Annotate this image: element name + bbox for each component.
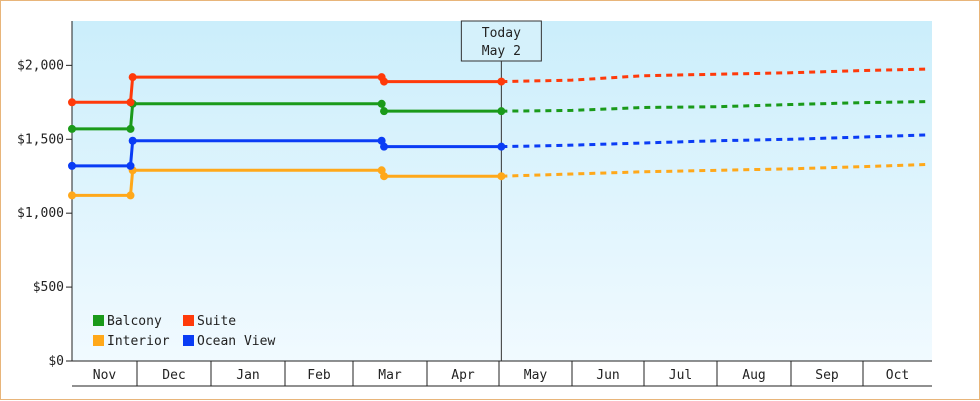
y-tick-label: $1,000 (17, 206, 64, 221)
data-point-balcony (380, 107, 389, 116)
x-tick-label: Nov (93, 368, 117, 383)
data-point-ocean-view (68, 161, 76, 170)
series-line-suite (72, 75, 502, 104)
data-point-ocean-view (128, 136, 137, 145)
y-tick-label: $2,000 (17, 58, 64, 73)
y-tick-label: $0 (48, 354, 64, 369)
today-label-line2: May 2 (482, 44, 521, 59)
today-label-box (460, 20, 542, 62)
today-label-line1: Today (482, 26, 521, 41)
series-line-balcony (72, 102, 502, 131)
x-tick-label: Apr (451, 368, 475, 383)
legend-label-ocean-view: Ocean View (197, 334, 275, 349)
forecast-line-ocean-view (501, 133, 930, 149)
y-tick-label: $500 (33, 280, 64, 295)
series-line-ocean-view (72, 139, 502, 168)
legend: Balcony Suite Interior Ocean View (93, 314, 275, 349)
x-tick-label: Jul (669, 368, 692, 383)
series-suite (68, 67, 930, 107)
legend-swatch-ocean-view (183, 335, 194, 346)
data-point-interior (68, 191, 76, 200)
data-point-suite (380, 77, 389, 86)
forecast-line-suite (501, 67, 930, 84)
forecast-line-interior (501, 162, 930, 178)
x-tick-label: Sep (815, 368, 839, 383)
data-point-interior (380, 172, 389, 181)
series-ocean-view (68, 133, 930, 170)
legend-item-balcony: Balcony (93, 314, 162, 329)
legend-swatch-interior (93, 335, 104, 346)
x-tick-label: Jan (236, 368, 259, 383)
data-point-balcony (377, 99, 386, 108)
x-tick-label: Jun (596, 368, 619, 383)
legend-swatch-suite (183, 315, 194, 326)
data-point-interior (126, 191, 135, 200)
data-point-ocean-view (497, 142, 506, 151)
legend-label-balcony: Balcony (107, 314, 162, 329)
legend-swatch-balcony (93, 315, 104, 326)
x-tick-label: Aug (742, 368, 765, 383)
y-tick-label: $1,500 (17, 132, 64, 147)
data-point-balcony (126, 124, 135, 133)
data-point-ocean-view (380, 142, 389, 151)
legend-item-ocean-view: Ocean View (183, 334, 275, 349)
legend-label-suite: Suite (197, 314, 236, 329)
data-point-suite (128, 73, 137, 82)
data-point-suite (126, 98, 135, 107)
axes: $0 $500 $1,000 $1,500 $2,000 Nov Dec Jan Feb Mar A… (17, 21, 932, 387)
data-point-interior (497, 172, 506, 181)
data-point-suite (497, 77, 506, 86)
series-line-interior (72, 168, 502, 197)
series-interior (68, 162, 930, 200)
x-tick-label: Dec (162, 368, 185, 383)
x-tick-label: Feb (307, 368, 331, 383)
x-tick-label: Mar (378, 368, 402, 383)
series-layer (68, 67, 930, 200)
x-tick-label: May (524, 368, 548, 383)
x-tick-label: Oct (886, 368, 909, 383)
data-point-ocean-view (126, 161, 135, 170)
data-point-suite (68, 98, 76, 107)
legend-label-interior: Interior (107, 334, 170, 349)
legend-item-interior: Interior (93, 334, 170, 349)
legend-item-suite: Suite (183, 314, 236, 329)
data-point-balcony (497, 107, 506, 116)
forecast-line-balcony (501, 100, 930, 113)
data-point-balcony (68, 124, 76, 133)
